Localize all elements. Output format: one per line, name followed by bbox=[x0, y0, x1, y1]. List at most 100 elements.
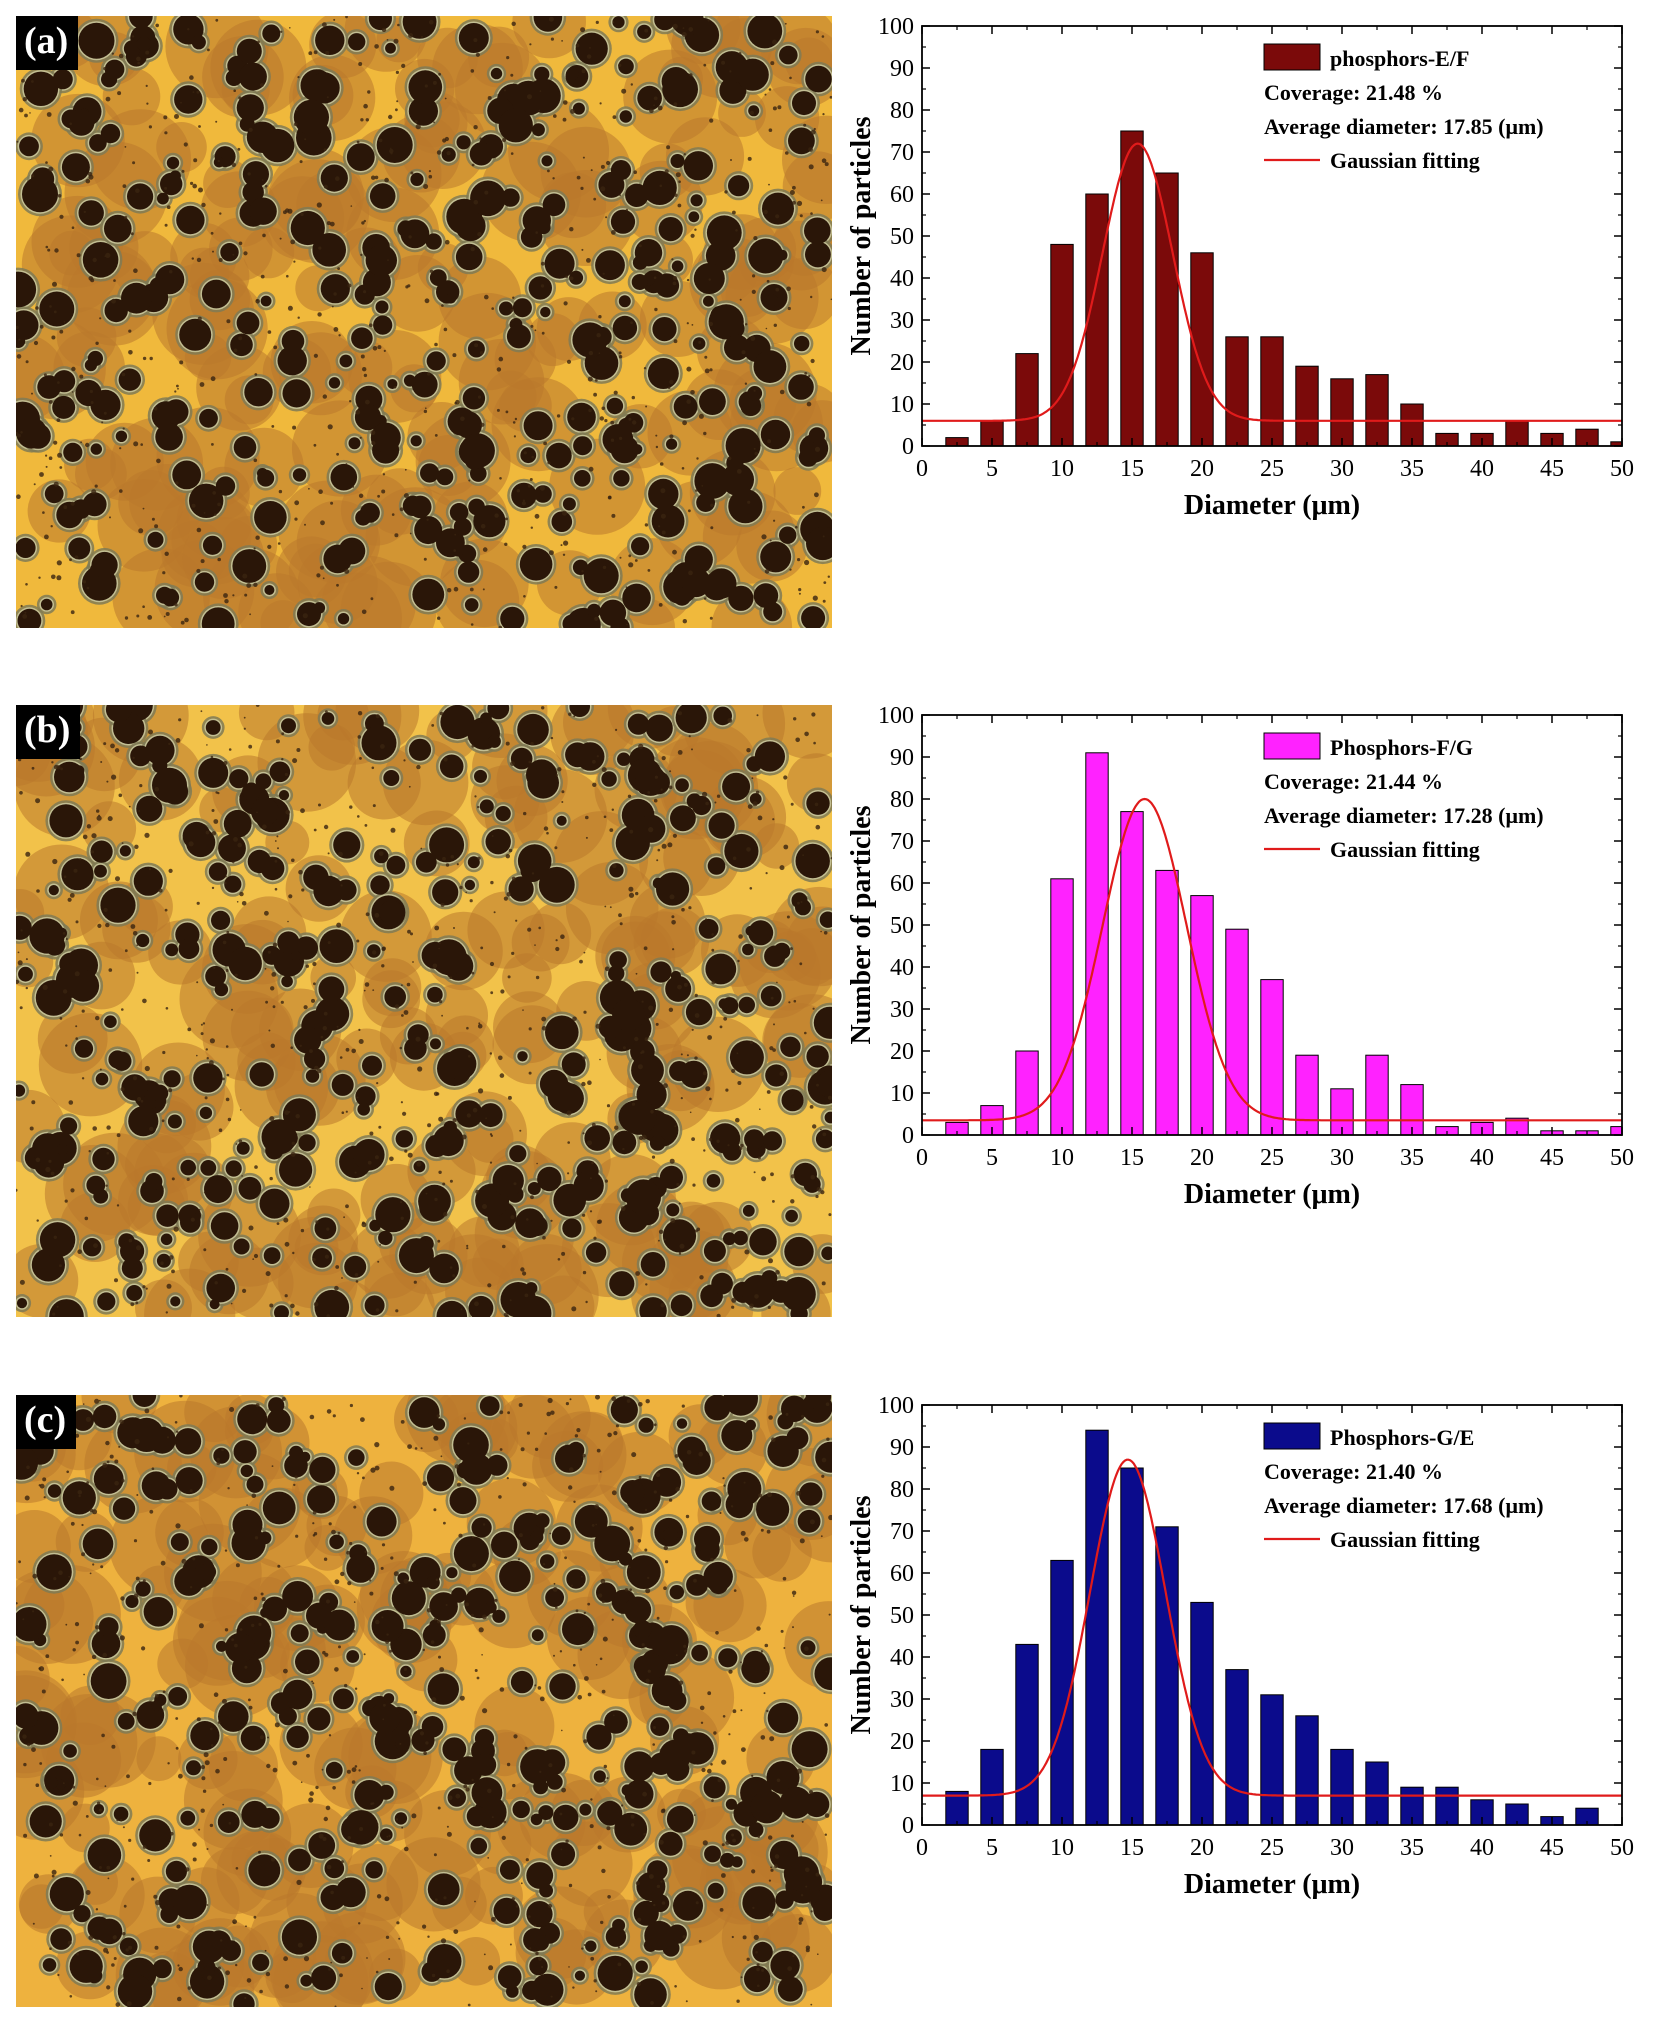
legend-fit-label: Gaussian fitting bbox=[1330, 1527, 1480, 1552]
x-tick-label: 20 bbox=[1190, 456, 1214, 482]
bar-12.5 bbox=[1085, 752, 1109, 1135]
bar-20 bbox=[1190, 252, 1214, 446]
x-tick-label: 50 bbox=[1610, 456, 1634, 482]
histogram-chart-a: 0 5 10 15 20 25 30 35 40 45 50 0 10 20 30 40 50 60 70 80 90 1… bbox=[846, 14, 1634, 521]
micrograph-particles bbox=[16, 1395, 832, 2007]
x-tick-label: 5 bbox=[986, 1835, 998, 1861]
x-tick-label: 25 bbox=[1260, 456, 1284, 482]
bar-47.5 bbox=[1575, 1807, 1599, 1825]
x-tick-label: 20 bbox=[1190, 1835, 1214, 1861]
bar-30 bbox=[1330, 1748, 1354, 1825]
legend-coverage: Coverage: 21.44 % bbox=[1264, 769, 1443, 794]
x-tick-label: 5 bbox=[986, 1145, 998, 1171]
bar-7.5 bbox=[1015, 1643, 1039, 1825]
y-tick-label: 0 bbox=[902, 1123, 914, 1149]
bar-12.5 bbox=[1085, 193, 1109, 446]
y-tick-label: 0 bbox=[902, 434, 914, 460]
y-tick-label: 10 bbox=[890, 1081, 914, 1107]
bar-7.5 bbox=[1015, 353, 1039, 446]
y-tick-label: 50 bbox=[890, 1603, 914, 1629]
bar-2.5 bbox=[945, 437, 969, 446]
bar-35 bbox=[1400, 403, 1424, 446]
x-tick-label: 35 bbox=[1400, 1835, 1424, 1861]
x-tick-label: 5 bbox=[986, 456, 998, 482]
micrograph-dots bbox=[16, 1395, 832, 2007]
gaussian-fit-line bbox=[922, 1458, 1622, 1797]
bar-15 bbox=[1120, 130, 1144, 446]
y-tick-label: 80 bbox=[890, 1477, 914, 1503]
panel-label-c: (c) bbox=[16, 1395, 77, 1449]
y-tick-label: 80 bbox=[890, 787, 914, 813]
bar-10 bbox=[1050, 243, 1074, 446]
bars bbox=[945, 130, 1622, 446]
y-tick-label: 20 bbox=[890, 1729, 914, 1755]
x-tick-label: 25 bbox=[1260, 1145, 1284, 1171]
bar-22.5 bbox=[1225, 336, 1249, 446]
y-tick-label: 70 bbox=[890, 1519, 914, 1545]
x-tick-label: 10 bbox=[1050, 456, 1074, 482]
y-tick-label: 0 bbox=[902, 1813, 914, 1839]
bar-27.5 bbox=[1295, 1715, 1319, 1825]
legend-coverage: Coverage: 21.48 % bbox=[1264, 80, 1443, 105]
bar-15 bbox=[1120, 811, 1144, 1135]
panel-label-a: (a) bbox=[16, 16, 79, 70]
y-tick-label: 30 bbox=[890, 308, 914, 334]
micrograph-c: (c) bbox=[16, 1395, 832, 2007]
y-tick-label: 40 bbox=[890, 955, 914, 981]
micrograph-dots bbox=[16, 16, 832, 628]
bar-17.5 bbox=[1155, 1526, 1179, 1825]
y-tick-label: 90 bbox=[890, 56, 914, 82]
x-tick-label: 45 bbox=[1540, 1835, 1564, 1861]
bar-22.5 bbox=[1225, 928, 1249, 1135]
gaussian-fit-line bbox=[922, 797, 1622, 1122]
legend-swatch bbox=[1263, 732, 1321, 760]
bar-37.5 bbox=[1435, 1786, 1459, 1825]
y-tick-label: 100 bbox=[878, 703, 914, 729]
y-tick-label: 10 bbox=[890, 1771, 914, 1797]
bar-20 bbox=[1190, 1601, 1214, 1825]
legend: phosphors-E/F Coverage: 21.48 % Average di… bbox=[1263, 43, 1544, 173]
panel-a: (a) 0 5 10 15 20 25 30 35 40 45 50 0 10 20 30 40 50 60 70 8… bbox=[0, 14, 1674, 634]
x-tick-label: 0 bbox=[916, 1835, 928, 1861]
x-tick-label: 15 bbox=[1120, 1145, 1144, 1171]
y-tick-label: 100 bbox=[878, 1393, 914, 1419]
x-tick-label: 45 bbox=[1540, 456, 1564, 482]
bar-32.5 bbox=[1365, 1054, 1389, 1135]
bar-27.5 bbox=[1295, 1054, 1319, 1135]
legend-fit-label: Gaussian fitting bbox=[1330, 837, 1480, 862]
x-tick-label: 50 bbox=[1610, 1145, 1634, 1171]
y-tick-label: 20 bbox=[890, 350, 914, 376]
x-tick-label: 25 bbox=[1260, 1835, 1284, 1861]
bar-25 bbox=[1260, 1694, 1284, 1825]
bar-27.5 bbox=[1295, 365, 1319, 446]
y-tick-label: 60 bbox=[890, 1561, 914, 1587]
x-tick-label: 15 bbox=[1120, 1835, 1144, 1861]
y-tick-label: 20 bbox=[890, 1039, 914, 1065]
legend-coverage: Coverage: 21.40 % bbox=[1264, 1459, 1443, 1484]
bar-25 bbox=[1260, 979, 1284, 1135]
legend: Phosphors-F/G Coverage: 21.44 % Average di… bbox=[1263, 732, 1544, 862]
bar-35 bbox=[1400, 1084, 1424, 1135]
legend-series-label: Phosphors-F/G bbox=[1330, 735, 1473, 760]
micrograph-c-image bbox=[16, 1395, 832, 2007]
legend-swatch bbox=[1263, 43, 1321, 71]
y-axis-label: Number of particles bbox=[846, 805, 877, 1044]
x-tick-label: 20 bbox=[1190, 1145, 1214, 1171]
bar-12.5 bbox=[1085, 1429, 1109, 1825]
bar-32.5 bbox=[1365, 374, 1389, 446]
axes: 0 5 10 15 20 25 30 35 40 45 50 0 10 20 30 40 50 60 70 80 90 1… bbox=[878, 703, 1634, 1171]
y-tick-label: 70 bbox=[890, 829, 914, 855]
bar-30 bbox=[1330, 378, 1354, 446]
legend-series-label: Phosphors-G/E bbox=[1330, 1425, 1474, 1450]
y-tick-label: 60 bbox=[890, 182, 914, 208]
x-tick-label: 10 bbox=[1050, 1835, 1074, 1861]
legend-average-diameter: Average diameter: 17.85 (μm) bbox=[1264, 114, 1544, 139]
y-tick-label: 50 bbox=[890, 913, 914, 939]
y-tick-label: 30 bbox=[890, 997, 914, 1023]
bar-15 bbox=[1120, 1467, 1144, 1825]
bar-47.5 bbox=[1575, 428, 1599, 446]
x-tick-label: 35 bbox=[1400, 456, 1424, 482]
gaussian-fit-line bbox=[922, 142, 1622, 422]
x-tick-label: 35 bbox=[1400, 1145, 1424, 1171]
bar-32.5 bbox=[1365, 1761, 1389, 1825]
